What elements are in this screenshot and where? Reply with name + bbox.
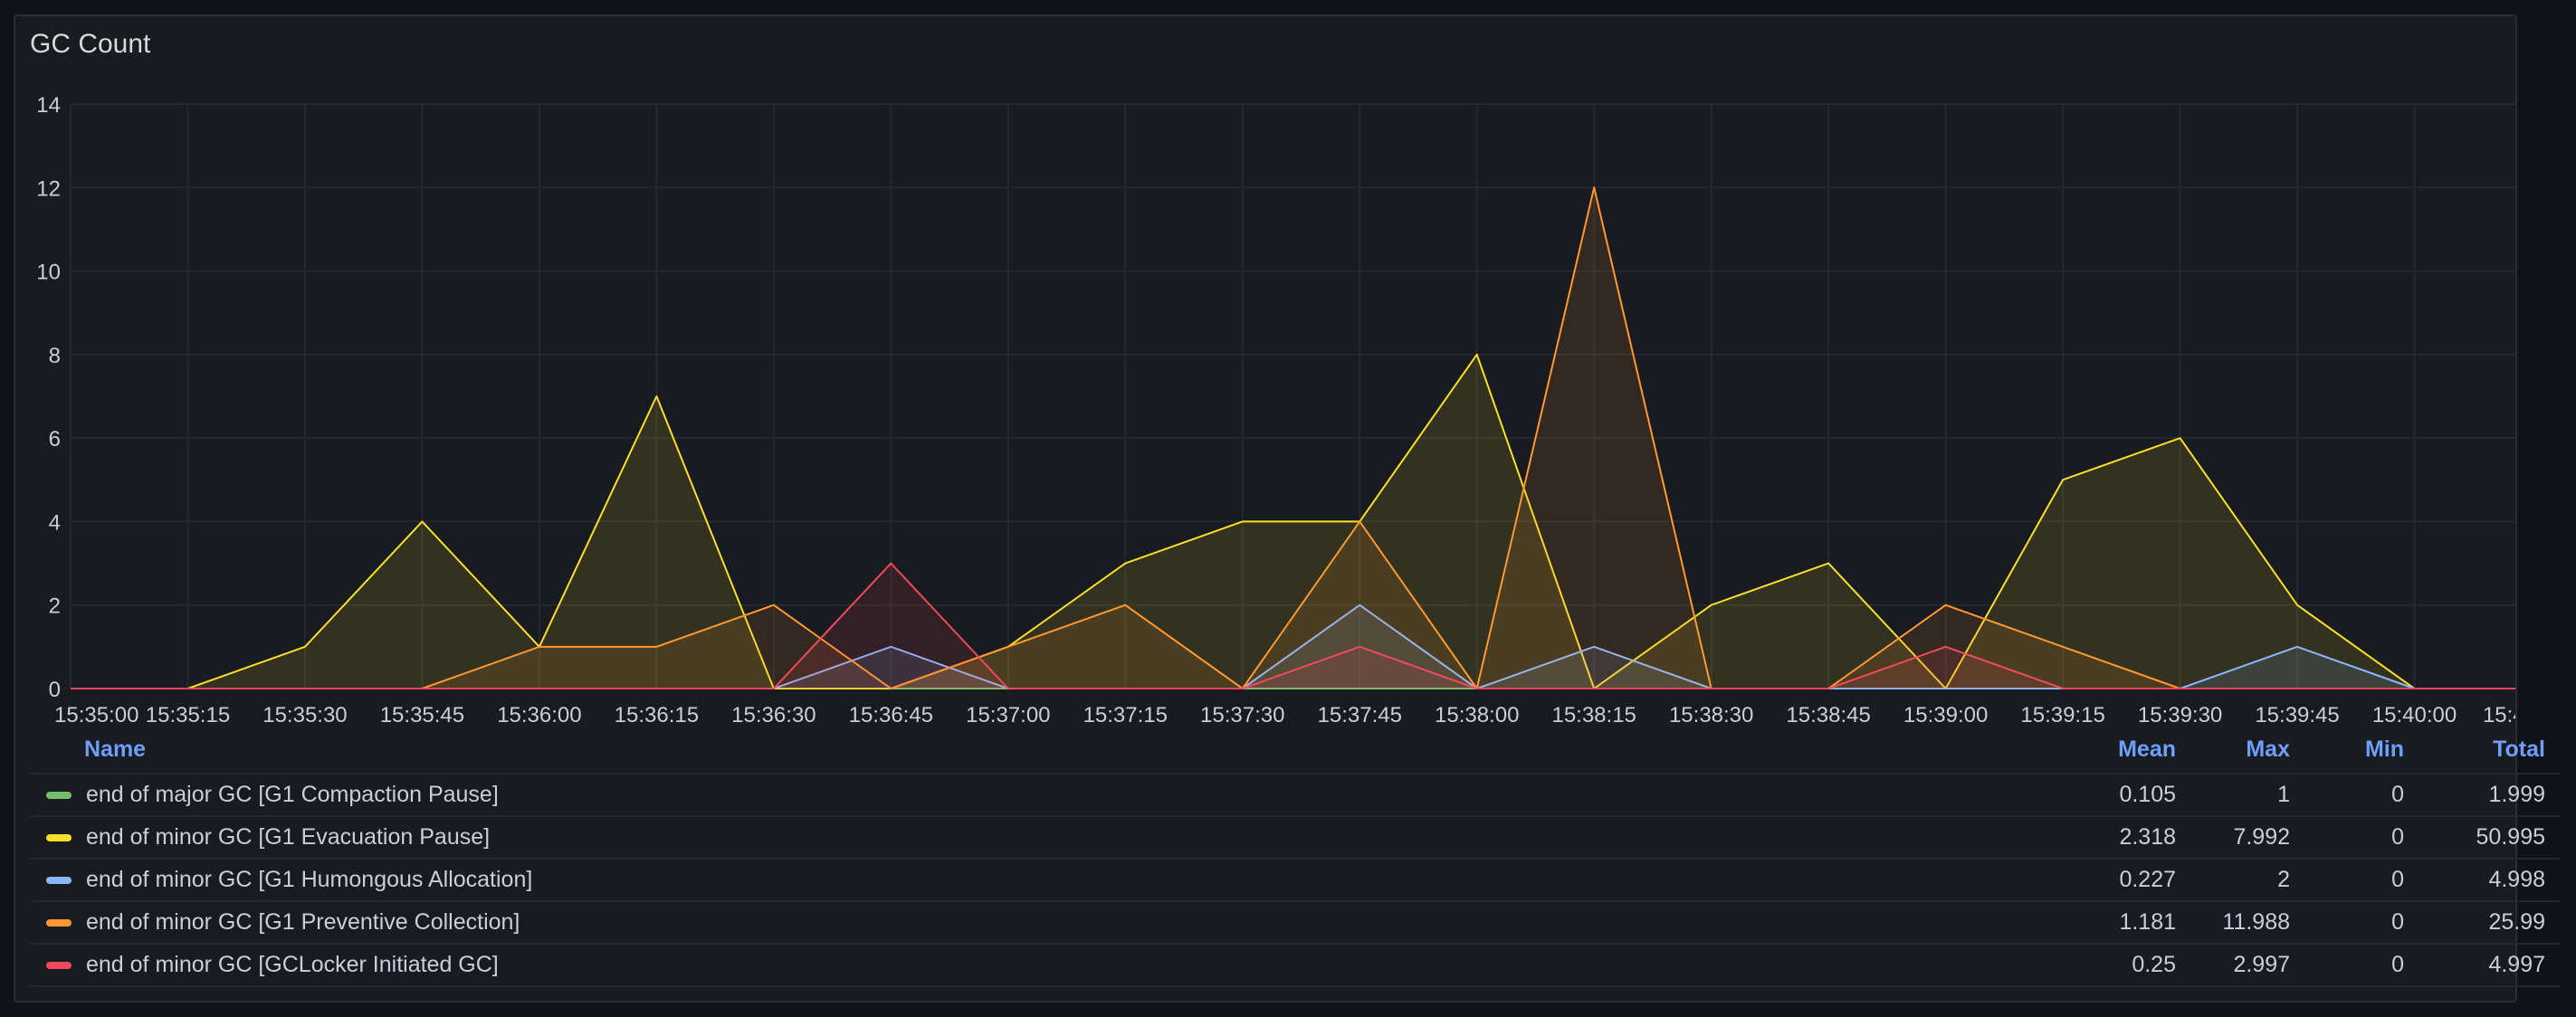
x-tick-label: 15:38:30 bbox=[1669, 703, 1753, 727]
y-tick-label: 12 bbox=[36, 176, 61, 201]
series-line bbox=[71, 562, 2515, 689]
series-line bbox=[71, 186, 2515, 689]
legend-header-total[interactable]: Total bbox=[2493, 736, 2545, 762]
legend-total: 4.997 bbox=[2419, 943, 2560, 987]
x-tick-label: 15:39:00 bbox=[1903, 703, 1988, 727]
x-tick-label: 15:39:15 bbox=[2020, 703, 2104, 727]
legend-swatch bbox=[46, 962, 72, 970]
legend-header-max[interactable]: Max bbox=[2246, 736, 2290, 762]
legend-min: 0 bbox=[2304, 858, 2419, 901]
x-tick-label: 15:37:30 bbox=[1200, 703, 1284, 727]
legend-row[interactable]: end of major GC [G1 Compaction Pause] 0.… bbox=[30, 773, 2560, 816]
x-tick-label: 15:36:15 bbox=[615, 703, 699, 727]
y-tick-label: 4 bbox=[49, 510, 61, 535]
legend-max: 2 bbox=[2190, 858, 2304, 901]
x-tick-label: 15:35:45 bbox=[380, 703, 464, 727]
legend-swatch bbox=[46, 834, 72, 842]
legend-mean: 0.105 bbox=[2076, 773, 2190, 816]
x-tick-label: 15:35:15 bbox=[146, 703, 230, 727]
legend-header-mean[interactable]: Mean bbox=[2118, 736, 2176, 762]
y-tick-label: 14 bbox=[36, 93, 61, 118]
x-tick-label: 15:35:30 bbox=[262, 703, 347, 727]
legend-max: 1 bbox=[2190, 773, 2304, 816]
x-tick-label: 15:37:15 bbox=[1083, 703, 1168, 727]
chart-legend: Name Mean Max Min Total end of major GC … bbox=[30, 731, 2560, 987]
legend-total: 1.999 bbox=[2419, 773, 2560, 816]
legend-row[interactable]: end of minor GC [G1 Humongous Allocation… bbox=[30, 858, 2560, 901]
legend-name-cell[interactable]: end of minor GC [G1 Evacuation Pause] bbox=[30, 815, 2076, 859]
legend-min: 0 bbox=[2304, 943, 2419, 987]
legend-max: 11.988 bbox=[2190, 900, 2304, 944]
gc-count-panel: GC Count 0 2 4 6 8 10 12 14 15:35:00 15:35:15 15:3… bbox=[14, 14, 2560, 1003]
x-tick-label: 15:40 bbox=[2483, 703, 2515, 727]
series-line bbox=[71, 353, 2515, 689]
legend-max: 2.997 bbox=[2190, 943, 2304, 987]
legend-row[interactable]: end of minor GC [G1 Evacuation Pause] 2.… bbox=[30, 815, 2560, 859]
legend-swatch bbox=[46, 919, 72, 927]
legend-series-name[interactable]: end of minor GC [G1 Humongous Allocation… bbox=[86, 867, 533, 892]
legend-min: 0 bbox=[2304, 900, 2419, 944]
legend-mean: 1.181 bbox=[2076, 900, 2190, 944]
legend-swatch bbox=[46, 792, 72, 800]
x-tick-label: 15:38:15 bbox=[1551, 703, 1636, 727]
y-tick-label: 8 bbox=[49, 344, 61, 368]
gc-count-chart: 0 2 4 6 8 10 12 14 15:35:00 15:35:15 15:35:30 15:35… bbox=[36, 93, 2515, 727]
y-tick-label: 2 bbox=[49, 594, 61, 619]
legend-total: 25.99 bbox=[2419, 900, 2560, 944]
legend-swatch bbox=[46, 877, 72, 885]
y-tick-label: 6 bbox=[49, 427, 61, 451]
x-tick-label: 15:35:00 bbox=[54, 703, 138, 727]
legend-name-cell[interactable]: end of minor GC [GCLocker Initiated GC] bbox=[30, 943, 2076, 987]
y-tick-label: 0 bbox=[49, 678, 61, 702]
x-tick-label: 15:39:30 bbox=[2138, 703, 2222, 727]
x-tick-label: 15:39:45 bbox=[2255, 703, 2339, 727]
legend-header-row: Name Mean Max Min Total bbox=[30, 731, 2560, 774]
x-tick-label: 15:38:45 bbox=[1786, 703, 1870, 727]
legend-series-name[interactable]: end of minor GC [GCLocker Initiated GC] bbox=[86, 952, 499, 977]
legend-name-cell[interactable]: end of major GC [G1 Compaction Pause] bbox=[30, 773, 2076, 816]
legend-series-name[interactable]: end of minor GC [G1 Evacuation Pause] bbox=[86, 824, 491, 850]
legend-series-name[interactable]: end of major GC [G1 Compaction Pause] bbox=[86, 782, 499, 807]
x-tick-label: 15:36:30 bbox=[731, 703, 816, 727]
legend-name-cell[interactable]: end of minor GC [G1 Humongous Allocation… bbox=[30, 858, 2076, 901]
legend-name-cell[interactable]: end of minor GC [G1 Preventive Collectio… bbox=[30, 900, 2076, 944]
legend-mean: 0.25 bbox=[2076, 943, 2190, 987]
legend-row[interactable]: end of minor GC [G1 Preventive Collectio… bbox=[30, 900, 2560, 944]
legend-header-min[interactable]: Min bbox=[2364, 736, 2404, 762]
legend-header-name[interactable]: Name bbox=[84, 736, 147, 762]
legend-total: 50.995 bbox=[2419, 815, 2560, 859]
x-tick-label: 15:37:45 bbox=[1318, 703, 1402, 727]
y-tick-label: 10 bbox=[36, 261, 61, 285]
x-tick-label: 15:36:00 bbox=[497, 703, 581, 727]
legend-series-name[interactable]: end of minor GC [G1 Preventive Collectio… bbox=[86, 909, 520, 935]
series-area bbox=[71, 604, 2515, 689]
panel-title: GC Count bbox=[30, 29, 151, 59]
legend-mean: 0.227 bbox=[2076, 858, 2190, 901]
x-tick-label: 15:38:00 bbox=[1435, 703, 1519, 727]
x-tick-label: 15:36:45 bbox=[849, 703, 933, 727]
series-area bbox=[71, 354, 2515, 689]
x-tick-label: 15:40:00 bbox=[2372, 703, 2457, 727]
legend-table: Name Mean Max Min Total end of major GC … bbox=[30, 731, 2560, 987]
legend-max: 7.992 bbox=[2190, 815, 2304, 859]
legend-min: 0 bbox=[2304, 773, 2419, 816]
legend-mean: 2.318 bbox=[2076, 815, 2190, 859]
x-tick-label: 15:37:00 bbox=[966, 703, 1050, 727]
legend-total: 4.998 bbox=[2419, 858, 2560, 901]
legend-row[interactable]: end of minor GC [GCLocker Initiated GC] … bbox=[30, 943, 2560, 987]
legend-min: 0 bbox=[2304, 815, 2419, 859]
